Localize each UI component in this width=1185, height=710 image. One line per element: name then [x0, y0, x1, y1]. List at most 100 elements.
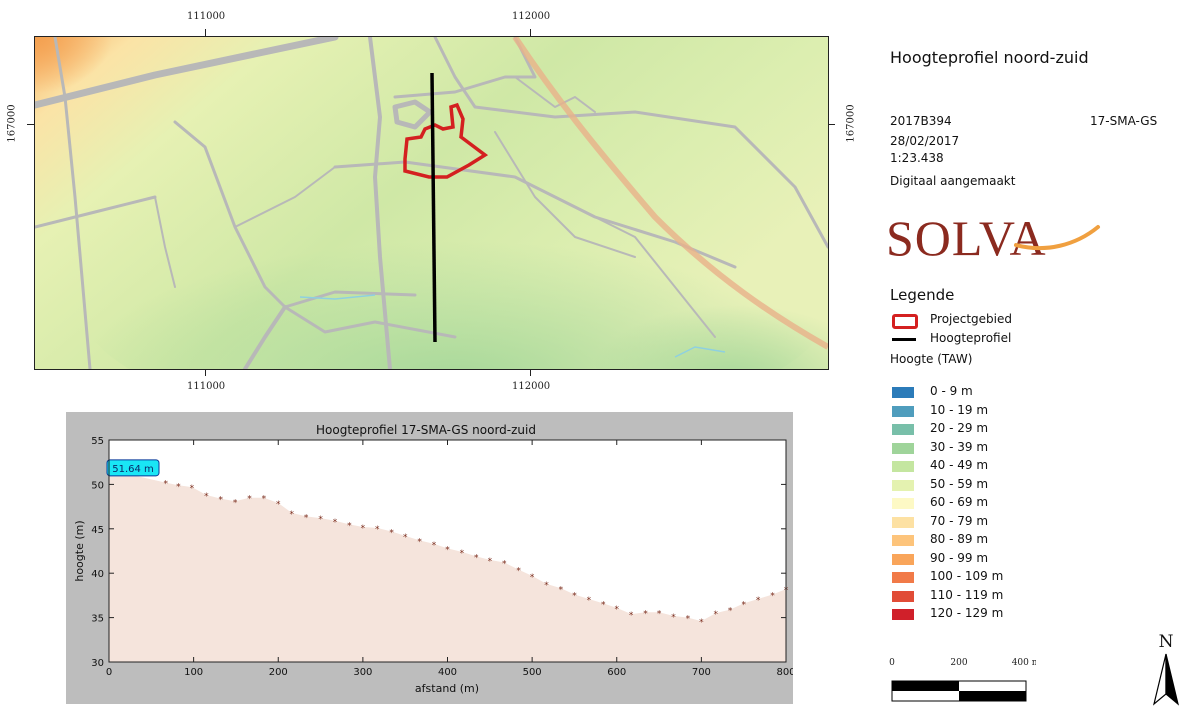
map-x-label-bottom-2: 112000	[512, 381, 551, 392]
profile-point: *	[629, 611, 634, 621]
x-axis-label: afstand (m)	[415, 682, 479, 695]
profile-point: *	[176, 482, 181, 492]
x-tick-label: 500	[523, 667, 542, 678]
map-tick	[530, 29, 531, 37]
map-tick	[27, 124, 35, 125]
legend-swatch	[892, 609, 914, 620]
profile-point: *	[572, 592, 577, 602]
chart-title: Hoogteprofiel 17-SMA-GS noord-zuid	[316, 423, 536, 437]
profile-point: *	[756, 596, 761, 606]
legend-swatch	[892, 442, 914, 454]
project-area-legend-icon	[892, 314, 918, 329]
map-tick	[827, 124, 835, 125]
legend-swatch	[892, 535, 914, 546]
legend-class-label: 80 - 89 m	[930, 532, 989, 546]
x-tick-label: 400	[438, 667, 457, 678]
map-x-label-bottom-1: 111000	[187, 381, 226, 392]
profile-point: *	[516, 567, 521, 577]
legend-swatch	[892, 387, 914, 398]
project-area	[403, 102, 489, 179]
waterway	[299, 294, 376, 300]
scale-label-400: 400 m	[1012, 658, 1036, 668]
profile-chart-svg: Hoogteprofiel 17-SMA-GS noord-zuid * * * * *…	[73, 423, 793, 695]
profile-point: *	[347, 521, 352, 531]
profile-point: *	[247, 495, 252, 505]
profile-point: *	[163, 480, 168, 490]
profile-point: *	[728, 607, 733, 617]
annotation-box	[106, 459, 160, 477]
x-tick-label: 0	[106, 667, 112, 678]
profile-point: *	[460, 549, 465, 559]
plot-frame	[108, 439, 787, 663]
legend-class-label: 0 - 9 m	[930, 384, 973, 398]
annotation-label: 51.64 m	[112, 464, 154, 475]
profile-line	[430, 72, 437, 343]
profile-point: *	[333, 518, 338, 528]
y-tick-label: 50	[91, 480, 104, 491]
legend-title: Legende	[890, 286, 955, 304]
legend-swatch	[892, 424, 914, 435]
y-tick-label: 30	[91, 658, 104, 669]
profile-point: *	[601, 600, 606, 610]
profile-point: *	[657, 609, 662, 619]
map-title: Hoogteprofiel noord-zuid	[890, 48, 1089, 67]
north-arrow: N	[1148, 632, 1184, 706]
profile-point: *	[417, 537, 422, 547]
elevation-map[interactable]	[34, 36, 829, 370]
north-label: N	[1159, 632, 1174, 652]
map-y-label-left: 167000	[6, 104, 18, 143]
map-scale: 1:23.438	[890, 151, 944, 165]
railway	[512, 37, 828, 350]
profile-point: *	[233, 498, 238, 508]
legend-swatch	[892, 479, 914, 491]
profile-point: *	[615, 605, 620, 615]
map-canvas	[35, 37, 828, 369]
legend-swatch	[892, 572, 914, 583]
elevation-profile-chart: Hoogteprofiel 17-SMA-GS noord-zuid * * * * *…	[66, 412, 793, 704]
profile-point: *	[671, 613, 676, 623]
map-tick	[205, 29, 206, 37]
legend-class-label: 120 - 129 m	[930, 606, 1004, 620]
x-tick-label: 300	[353, 667, 372, 678]
profile-point: *	[361, 524, 366, 534]
profile-area	[109, 469, 786, 662]
project-code: 2017B394	[890, 114, 952, 128]
profile-point: *	[530, 573, 535, 583]
profile-point: *	[544, 581, 549, 591]
profile-point: *	[643, 609, 648, 619]
legend-swatch	[892, 405, 914, 417]
legend-class-label: 70 - 79 m	[930, 513, 989, 528]
legend-hoogte-title: Hoogte (TAW)	[890, 352, 973, 366]
profile-point: *	[218, 496, 223, 506]
y-tick-label: 45	[91, 525, 104, 536]
legend-swatch	[892, 590, 914, 602]
profile-point: *	[445, 545, 450, 555]
profile-point: *	[714, 610, 719, 620]
legend-class-label: 100 - 109 m	[930, 569, 1004, 583]
svg-text:SOLVA: SOLVA	[886, 210, 1047, 265]
profile-point: *	[204, 492, 209, 502]
map-tick	[205, 368, 206, 376]
profile-point: *	[587, 596, 592, 606]
legend-swatch	[892, 498, 914, 509]
profile-point: *	[474, 553, 479, 563]
legend-class-label: 30 - 39 m	[930, 439, 989, 454]
legend-class-label: 90 - 99 m	[930, 550, 989, 565]
legend-class-label: 110 - 119 m	[930, 587, 1004, 602]
legend-item-projectgebied: Projectgebied	[930, 312, 1013, 326]
scale-label-200: 200	[950, 658, 967, 668]
profile-point: *	[432, 541, 437, 551]
legend-item-hoogteprofiel: Hoogteprofiel	[930, 331, 1012, 345]
map-tick	[530, 368, 531, 376]
legend-class-label: 10 - 19 m	[930, 402, 989, 417]
map-date: 28/02/2017	[890, 134, 960, 148]
profile-point: *	[699, 618, 704, 628]
y-axis-label: hoogte (m)	[73, 520, 86, 581]
x-tick-label: 600	[607, 667, 626, 678]
profile-point: *	[190, 484, 195, 494]
scale-label-0: 0	[889, 658, 895, 668]
profile-point: *	[502, 560, 507, 570]
profile-point: *	[276, 500, 281, 510]
profile-point: *	[559, 585, 564, 595]
x-tick-label: 800	[776, 667, 793, 678]
